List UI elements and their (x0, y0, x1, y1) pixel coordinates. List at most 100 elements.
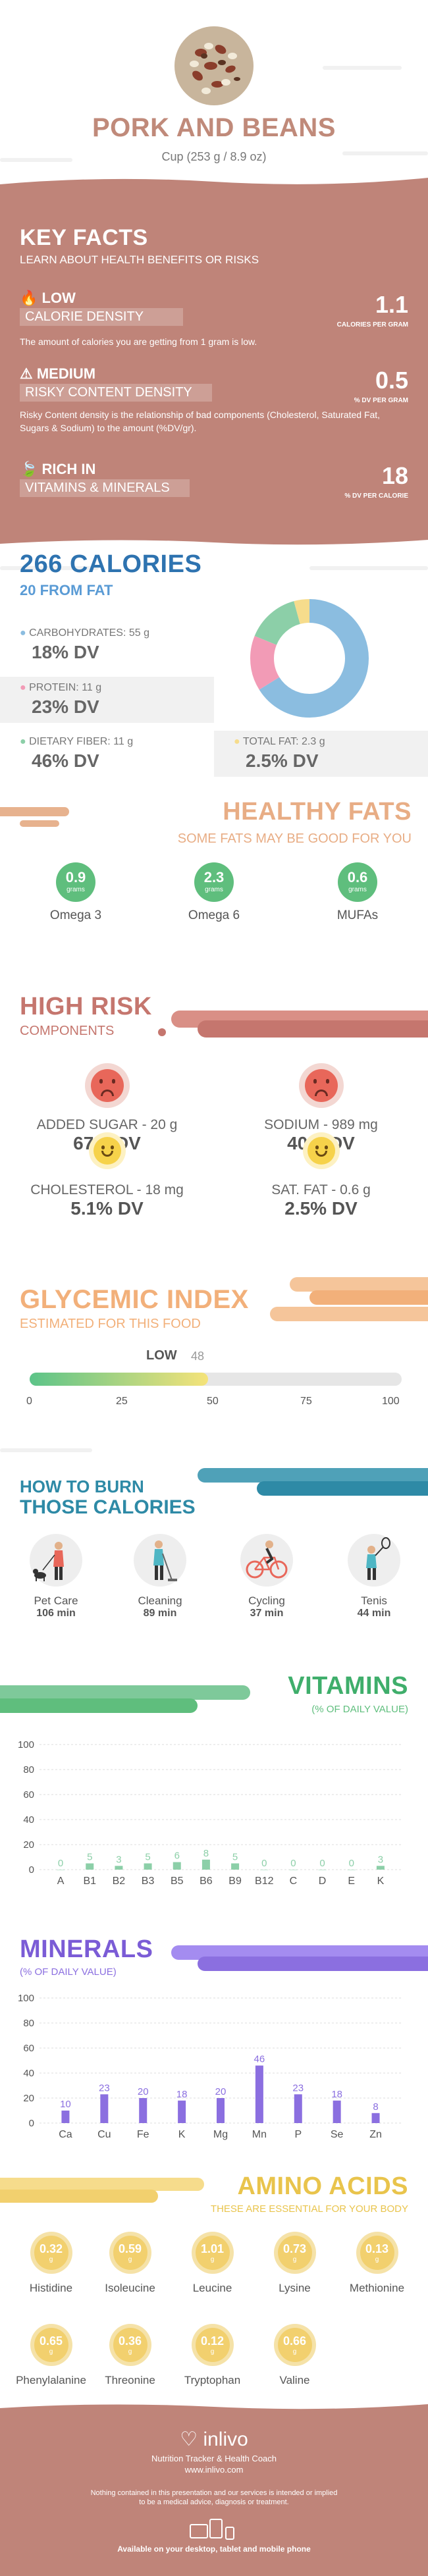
vitamin-category-label: E (348, 1876, 355, 1887)
amino-badge: 0.32 g (30, 2232, 72, 2274)
minerals-section: MINERALS (% OF DAILY VALUE) 0 20 40 60 80 100… (0, 1903, 428, 2153)
devices-icon (188, 2518, 240, 2540)
amino-name: Lysine (279, 2282, 311, 2294)
amino-value: 0.12 (200, 2334, 225, 2348)
burn-item-cycling: Cycling 37 min (227, 1534, 306, 1619)
vitamin-ytick-label: 60 (23, 1789, 34, 1801)
fat-item-mufas: 0.6 grams MUFAs (318, 862, 397, 923)
amino-item-threonine: 0.36 g Threonine (92, 2324, 168, 2387)
ribbon-minerals-2 (198, 1957, 428, 1971)
fact-risky-density: ⚠ MEDIUM RISKY CONTENT DENSITY 0.5 % DV … (20, 365, 408, 434)
vitamin-value-label: 0 (319, 1858, 325, 1869)
fiber-block: ● DIETARY FIBER: 11 g 46% DV (0, 731, 214, 777)
vitamin-category-label: B5 (171, 1876, 184, 1887)
amino-item-tryptophan: 0.12 g Tryptophan (174, 2324, 250, 2387)
amino-value: 0.73 (282, 2242, 307, 2255)
healthy-fats-subtitle: SOME FATS MAY BE GOOD FOR YOU (177, 831, 412, 846)
brand-row: ♡ inlivo (0, 2428, 428, 2451)
burn-name: Cleaning (138, 1594, 182, 1607)
burn-section: HOW TO BURN THOSE CALORIES Pet Care 106 … (0, 1429, 428, 1652)
carbs-dv: 18% DV (32, 642, 99, 662)
vitamin-value-label: 0 (290, 1858, 296, 1869)
mineral-ytick-label: 20 (23, 2093, 34, 2104)
serving-size: Cup (253 g / 8.9 oz) (161, 150, 267, 163)
burn-item-pet-care: Pet Care 106 min (16, 1534, 95, 1619)
ribbon-left (0, 807, 69, 816)
ribbon-burn-1 (198, 1468, 428, 1483)
fact-unit: % DV PER GRAM (354, 397, 408, 404)
vitamin-bar-b1 (86, 1863, 94, 1870)
sad-face-icon (298, 1063, 344, 1108)
vitamin-value-label: 0 (349, 1858, 354, 1869)
vitamin-value-label: 6 (174, 1851, 180, 1862)
leaf-icon: 🍃 (20, 461, 38, 477)
vitamin-value-label: 3 (116, 1854, 121, 1865)
burn-title-1: HOW TO BURN (20, 1477, 144, 1496)
mineral-category-label: Fe (137, 2129, 149, 2140)
mineral-bar-cu (100, 2094, 109, 2123)
fact-desc: The amount of calories you are getting f… (20, 336, 257, 347)
glycemic-title: GLYCEMIC INDEX (20, 1285, 249, 1314)
risk-cholesterol: CHOLESTEROL - 18 mg 5.1% DV (0, 1132, 214, 1219)
vitamin-value-label: 0 (58, 1858, 63, 1869)
burn-name: Cycling (248, 1594, 285, 1607)
mineral-bar-zn (371, 2113, 380, 2123)
vitamin-category-label: B3 (142, 1876, 155, 1887)
risk-added-sugar: ADDED SUGAR - 20 g 67% DV (0, 1063, 214, 1154)
amino-unit: g (128, 2256, 132, 2263)
amino-item-valine: 0.66 g Valine (257, 2324, 333, 2387)
amino-subtitle: THESE ARE ESSENTIAL FOR YOUR BODY (210, 2203, 408, 2215)
fat-dot: ● (234, 736, 240, 747)
healthy-fats-title: HEALTHY FATS (223, 798, 412, 826)
brand-url[interactable]: www.inlivo.com (184, 2465, 244, 2475)
amino-value: 0.32 (39, 2242, 63, 2255)
mineral-value-label: 23 (99, 2082, 110, 2093)
ribbon-glycemic-2 (309, 1290, 428, 1305)
risk-dv: 5.1% DV (70, 1198, 144, 1219)
ribbon-vitamins-2 (0, 1698, 198, 1713)
protein-label: PROTEIN: 11 g (29, 682, 102, 693)
amino-badge: 0.36 g (109, 2324, 151, 2366)
calories-from-fat: 20 FROM FAT (20, 582, 113, 598)
high-risk-section: HIGH RISK COMPONENTS ADDED SUGAR - 20 g … (0, 974, 428, 1231)
amino-name: Histidine (29, 2282, 73, 2294)
fact-desc: Risky Content density is the relationshi… (20, 409, 381, 433)
mineral-bar-ca (61, 2111, 70, 2123)
mineral-bar-fe (139, 2098, 147, 2123)
fact-unit: % DV PER CALORIE (344, 492, 408, 500)
carbs-dot: ● (20, 627, 26, 639)
vitamin-value-label: 0 (261, 1858, 267, 1869)
burn-time: 89 min (143, 1608, 177, 1619)
ribbon-glycemic-1 (290, 1277, 428, 1292)
vitamin-category-label: B12 (255, 1876, 274, 1887)
glycemic-subtitle: ESTIMATED FOR THIS FOOD (20, 1317, 201, 1331)
disclaimer-line-1: Nothing contained in this presentation a… (90, 2489, 338, 2497)
fat-label: TOTAL FAT: 2.3 g (242, 736, 325, 747)
amino-name: Phenylalanine (16, 2374, 86, 2386)
mineral-value-label: 20 (138, 2086, 149, 2097)
fat-unit: grams (348, 886, 367, 893)
mineral-category-label: Mn (252, 2129, 267, 2140)
risk-label: SODIUM - 989 mg (264, 1117, 378, 1132)
high-risk-subtitle: COMPONENTS (20, 1024, 115, 1038)
vitamin-value-label: 5 (87, 1852, 92, 1863)
key-facts-title: KEY FACTS (20, 225, 148, 250)
minerals-subtitle: (% OF DAILY VALUE) (20, 1966, 117, 1978)
glycemic-value: 48 (191, 1350, 205, 1363)
vitamin-bar-b6 (201, 1859, 210, 1870)
amino-unit: g (292, 2256, 297, 2263)
burn-name: Pet Care (34, 1594, 78, 1607)
risk-label: ADDED SUGAR - 20 g (36, 1117, 178, 1132)
mineral-ytick-label: 0 (29, 2118, 34, 2129)
page-title: PORK AND BEANS (92, 113, 336, 142)
carbs-label: CARBOHYDRATES: 55 g (29, 627, 149, 639)
dog-walking-icon (30, 1534, 82, 1587)
amino-item-leucine: 1.01 g Leucine (174, 2232, 250, 2295)
amino-badge: 0.66 g (273, 2324, 316, 2366)
amino-value: 0.66 (282, 2334, 307, 2348)
vitamin-value-label: 5 (145, 1852, 150, 1863)
burn-time: 44 min (357, 1608, 391, 1619)
fiber-dv: 46% DV (32, 750, 99, 771)
glycemic-tick: 25 (116, 1396, 128, 1407)
amino-badge: 0.13 g (356, 2232, 398, 2274)
